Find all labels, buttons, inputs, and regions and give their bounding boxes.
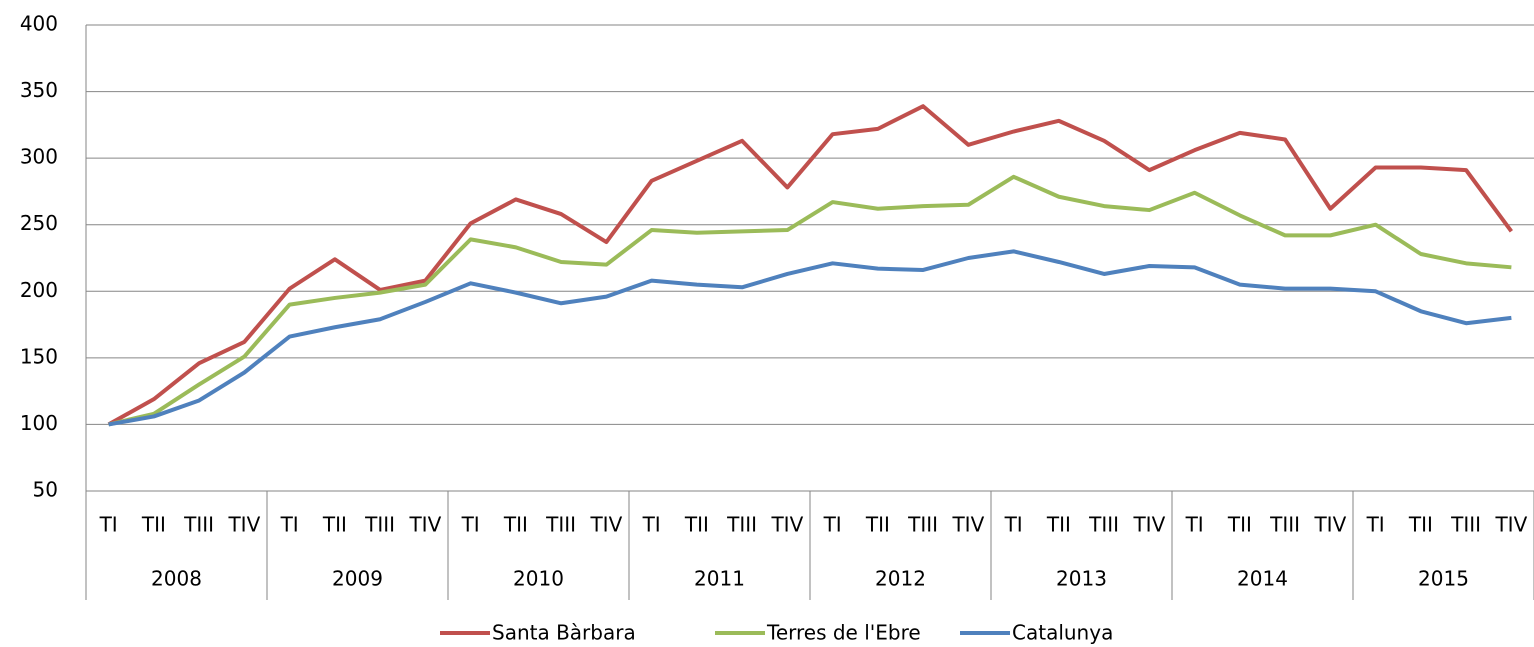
x-group-label: 2013 bbox=[1056, 567, 1107, 591]
x-tick-label: TIV bbox=[951, 513, 984, 537]
x-tick-label: TII bbox=[141, 513, 166, 537]
x-tick-label: TIV bbox=[1313, 513, 1346, 537]
x-tick-label: TIII bbox=[183, 513, 214, 537]
x-tick-label: TIV bbox=[1132, 513, 1165, 537]
x-tick-label: TIV bbox=[408, 513, 441, 537]
legend-label: Terres de l'Ebre bbox=[766, 621, 921, 645]
x-tick-label: TIII bbox=[1088, 513, 1119, 537]
x-tick-label: TIII bbox=[1269, 513, 1300, 537]
x-tick-label: TI bbox=[642, 513, 661, 537]
x-tick-label: TIII bbox=[1450, 513, 1481, 537]
x-tick-label: TIV bbox=[227, 513, 260, 537]
x-tick-label: TII bbox=[1046, 513, 1071, 537]
x-tick-label: TIII bbox=[364, 513, 395, 537]
x-tick-label: TII bbox=[322, 513, 347, 537]
y-tick-label: 100 bbox=[20, 411, 58, 435]
x-tick-label: TIII bbox=[545, 513, 576, 537]
x-tick-label: TII bbox=[503, 513, 528, 537]
x-tick-label: TI bbox=[1366, 513, 1385, 537]
x-tick-label: TIV bbox=[1494, 513, 1527, 537]
x-group-label: 2014 bbox=[1237, 567, 1288, 591]
x-tick-label: TII bbox=[865, 513, 890, 537]
x-tick-label: TI bbox=[461, 513, 480, 537]
y-tick-label: 200 bbox=[20, 278, 58, 302]
x-group-label: 2009 bbox=[332, 567, 383, 591]
x-tick-label: TII bbox=[684, 513, 709, 537]
x-tick-label: TIV bbox=[589, 513, 622, 537]
x-tick-label: TII bbox=[1408, 513, 1433, 537]
series-line bbox=[107, 104, 1513, 427]
x-group-label: 2010 bbox=[513, 567, 564, 591]
y-tick-label: 250 bbox=[20, 211, 58, 235]
y-tick-label: 350 bbox=[20, 78, 58, 102]
x-tick-label: TIII bbox=[907, 513, 938, 537]
y-tick-label: 300 bbox=[20, 145, 58, 169]
y-tick-label: 400 bbox=[20, 12, 58, 36]
legend-label: Santa Bàrbara bbox=[492, 621, 636, 645]
x-group-label: 2008 bbox=[151, 567, 202, 591]
x-group-label: 2011 bbox=[694, 567, 745, 591]
legend-label: Catalunya bbox=[1012, 621, 1113, 645]
series-line bbox=[108, 249, 1512, 427]
y-tick-label: 150 bbox=[20, 344, 58, 368]
y-tick-label: 50 bbox=[33, 478, 58, 502]
x-tick-label: TI bbox=[823, 513, 842, 537]
x-tick-label: TIV bbox=[770, 513, 803, 537]
x-tick-label: TI bbox=[99, 513, 118, 537]
x-group-label: 2012 bbox=[875, 567, 926, 591]
x-tick-label: TI bbox=[1004, 513, 1023, 537]
x-tick-label: TIII bbox=[726, 513, 757, 537]
x-group-label: 2015 bbox=[1418, 567, 1469, 591]
x-tick-label: TI bbox=[1185, 513, 1204, 537]
x-tick-label: TI bbox=[280, 513, 299, 537]
x-tick-label: TII bbox=[1227, 513, 1252, 537]
series-line bbox=[108, 174, 1512, 427]
